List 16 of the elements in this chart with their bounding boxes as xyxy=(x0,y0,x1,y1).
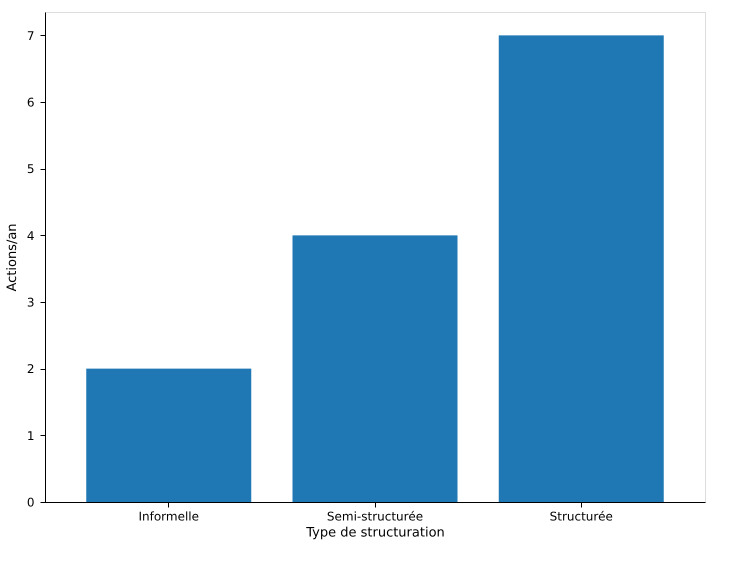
y-tick-label: 1 xyxy=(26,428,34,443)
y-tick-label: 5 xyxy=(26,162,34,176)
y-tick-label: 0 xyxy=(26,496,34,510)
y-tick-label: 6 xyxy=(26,96,34,110)
y-tick-label: 2 xyxy=(26,362,34,376)
y-axis-title: Actions/an xyxy=(4,223,20,292)
x-tick-label: Semi-structurée xyxy=(326,510,424,524)
y-tick-label: 4 xyxy=(26,228,34,243)
y-tick-label: 7 xyxy=(26,28,34,43)
x-tick-label: Informelle xyxy=(138,510,200,524)
bar xyxy=(292,235,458,502)
bar xyxy=(86,368,252,502)
y-tick-label: 3 xyxy=(26,296,34,310)
x-axis-title: Type de structuration xyxy=(305,526,445,540)
bar xyxy=(498,35,664,502)
x-tick-label: Structurée xyxy=(550,510,613,524)
